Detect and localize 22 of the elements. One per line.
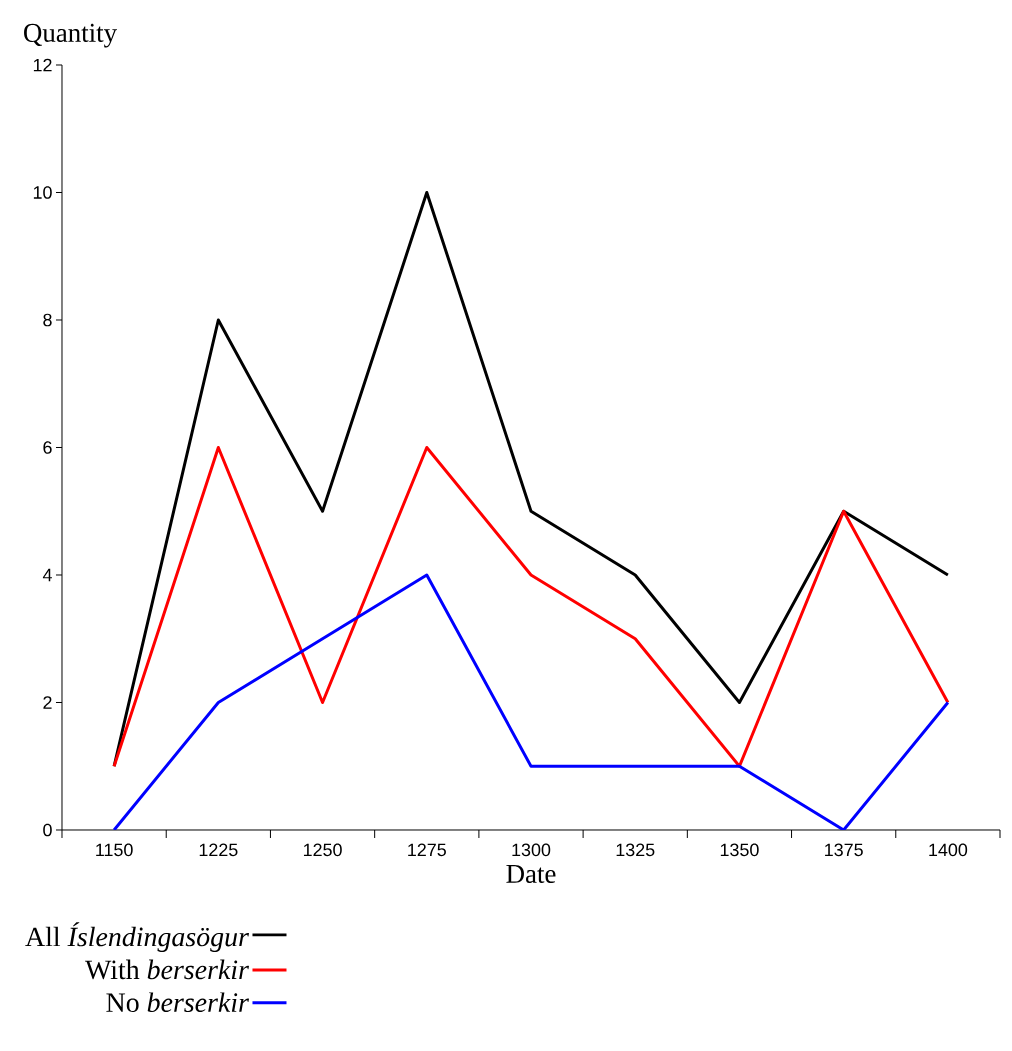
- y-tick-label: 12: [33, 58, 52, 72]
- x-tick-label: 1400: [929, 843, 968, 857]
- x-tick-label: 1325: [616, 843, 655, 857]
- legend-label: All Íslendingasögur: [25, 922, 249, 953]
- x-tick-label: 1350: [720, 843, 759, 857]
- x-tick-label: 1375: [825, 843, 863, 857]
- x-tick-label: 1300: [512, 843, 551, 857]
- x-tick-label: 1225: [199, 843, 238, 857]
- y-tick-label: 6: [43, 441, 52, 454]
- legend-label: With berserkir: [85, 959, 249, 980]
- line-series: [112, 445, 950, 768]
- y-tick-label: 2: [43, 696, 52, 709]
- x-tick-label: 1250: [303, 843, 342, 857]
- x-tick-label: 1275: [408, 843, 446, 857]
- y-tick-label: 10: [33, 186, 52, 199]
- y-tick-label: 0: [43, 823, 52, 837]
- x-tick-label: 1150: [96, 843, 133, 857]
- y-tick-label: 8: [43, 313, 52, 327]
- x-axis-title: Date: [506, 865, 556, 883]
- y-tick-label: 4: [42, 568, 52, 582]
- legend-label: No berserkir: [106, 992, 249, 1013]
- y-axis-title: Quantity: [24, 23, 117, 48]
